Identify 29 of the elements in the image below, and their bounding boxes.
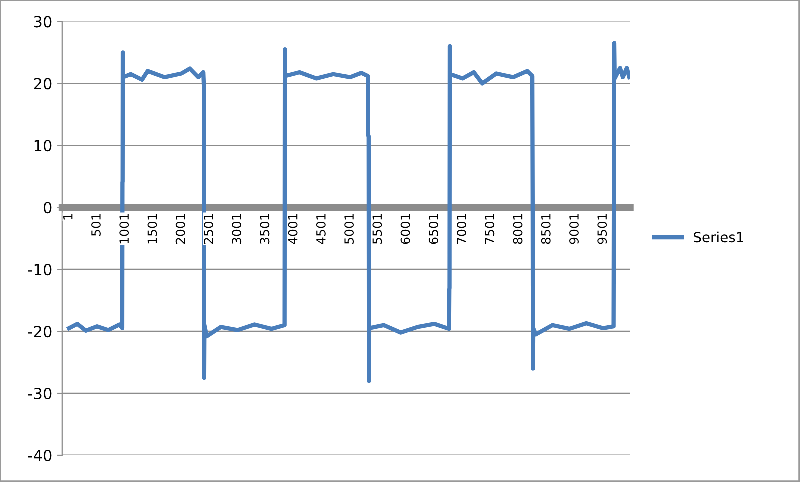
x-tick-label: 5501 xyxy=(372,214,382,244)
x-tick-label: 1501 xyxy=(148,214,158,244)
x-tick-label: 2501 xyxy=(204,214,214,244)
x-tick-label: 7501 xyxy=(485,214,495,244)
legend-label: Series1 xyxy=(694,232,744,243)
y-tick-label: -10 xyxy=(28,264,52,276)
x-tick-label: 8501 xyxy=(541,214,551,244)
y-tick-label: -30 xyxy=(28,388,52,400)
x-tick-label: 7001 xyxy=(457,214,466,244)
x-tick-label: 4501 xyxy=(316,214,326,244)
y-tick-label: 20 xyxy=(34,78,52,90)
x-tick-label: 6501 xyxy=(428,214,438,244)
x-tick-label: 3501 xyxy=(260,214,270,244)
x-tick-label: 501 xyxy=(91,214,101,236)
x-tick-label: 3001 xyxy=(232,214,242,244)
x-tick-label: 2001 xyxy=(176,214,186,244)
y-tick-label: 0 xyxy=(44,202,52,214)
x-tick-label: 8001 xyxy=(513,214,523,244)
x-tick-label: 1 xyxy=(64,214,73,220)
x-tick-label: 1001 xyxy=(120,214,130,244)
y-tick-label: 30 xyxy=(34,16,52,28)
y-tick-label: -20 xyxy=(28,326,52,338)
x-tick-label: 4001 xyxy=(288,214,298,244)
x-tick-label: 5001 xyxy=(344,214,354,244)
x-tick-label: 9501 xyxy=(598,214,608,244)
y-tick-label: -40 xyxy=(28,450,52,462)
x-tick-label: 9001 xyxy=(570,214,579,244)
x-tick-label: 6001 xyxy=(400,214,410,244)
y-tick-label: 10 xyxy=(34,140,52,152)
